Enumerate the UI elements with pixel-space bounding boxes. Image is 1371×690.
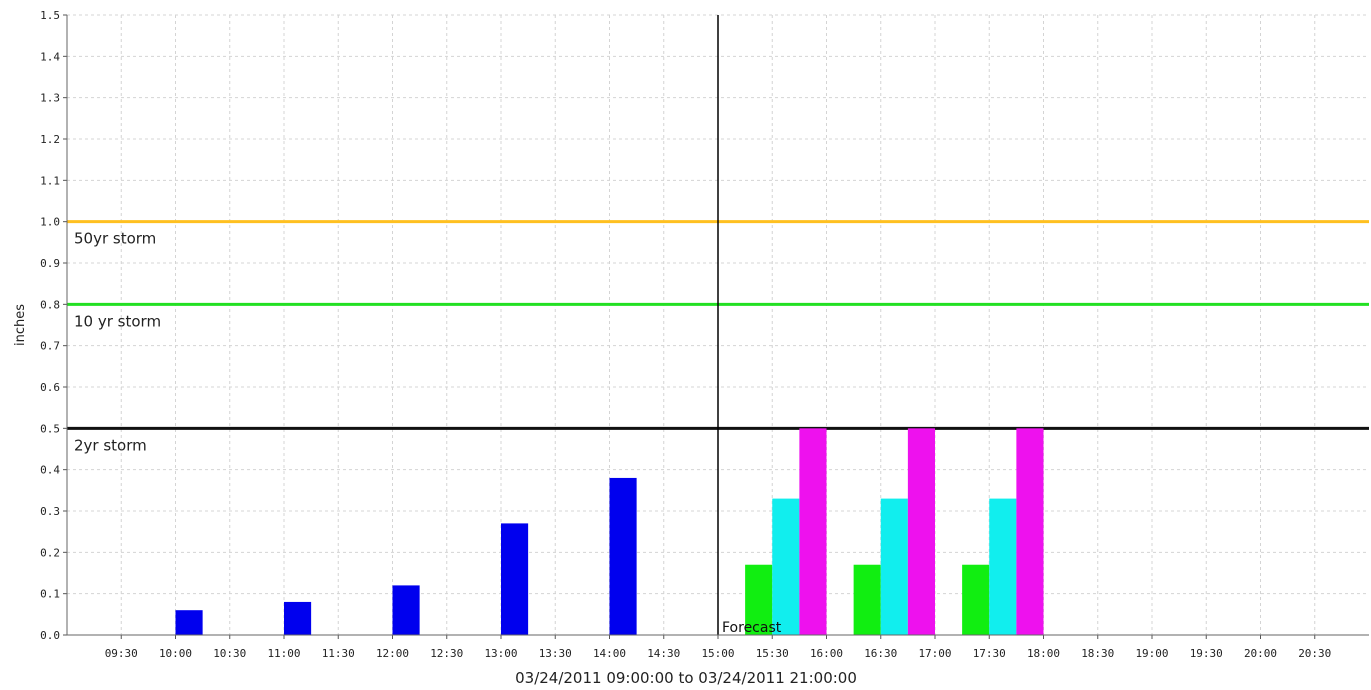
y-tick-label: 0.5: [40, 422, 60, 435]
x-tick-label: 09:30: [105, 647, 138, 660]
y-tick-label: 0.2: [40, 546, 60, 559]
y-tick-label: 1.0: [40, 216, 60, 229]
y-tick-label: 1.3: [40, 92, 60, 105]
threshold-label: 50yr storm: [74, 230, 156, 248]
bar: [907, 428, 935, 635]
x-tick-label: 15:30: [756, 647, 789, 660]
bar: [175, 610, 203, 635]
bar: [772, 498, 800, 635]
bar-series: [175, 428, 1044, 635]
x-tick-label: 11:00: [267, 647, 300, 660]
x-tick-label: 19:00: [1135, 647, 1168, 660]
y-tick-label: 1.5: [40, 9, 60, 22]
bar: [1016, 428, 1044, 635]
x-tick-label: 12:00: [376, 647, 409, 660]
y-tick-label: 0.9: [40, 257, 60, 270]
x-tick-label: 14:30: [647, 647, 680, 660]
bar: [284, 601, 312, 635]
bar: [501, 523, 529, 635]
y-tick-label: 1.1: [40, 174, 60, 187]
x-tick-label: 13:00: [484, 647, 517, 660]
x-axis-title: 03/24/2011 09:00:00 to 03/24/2011 21:00:…: [515, 669, 857, 687]
bar: [392, 585, 420, 635]
y-tick-label: 1.2: [40, 133, 60, 146]
x-tick-label: 16:00: [810, 647, 843, 660]
y-tick-label: 0.7: [40, 340, 60, 353]
x-tick-label: 10:00: [159, 647, 192, 660]
bar: [989, 498, 1017, 635]
x-tick-label: 17:30: [973, 647, 1006, 660]
threshold-label: 10 yr storm: [74, 312, 161, 330]
x-tick-label: 19:30: [1190, 647, 1223, 660]
x-tick-label: 16:30: [864, 647, 897, 660]
y-tick-label: 0.4: [40, 464, 60, 477]
x-tick-label: 14:00: [593, 647, 626, 660]
y-tick-label: 1.4: [40, 50, 60, 63]
threshold-label: 2yr storm: [74, 436, 147, 454]
bar: [609, 477, 637, 635]
bar: [799, 428, 827, 635]
axes: 0.0 0.1 0.2 0.3 0.4 0.5 0.6 0.7 0.8 0.9 1.0 1.1 1.2 1…: [40, 9, 1369, 660]
x-tick-label: 12:30: [430, 647, 463, 660]
x-tick-label: 20:30: [1298, 647, 1331, 660]
x-tick-label: 13:30: [539, 647, 572, 660]
x-tick-label: 10:30: [213, 647, 246, 660]
x-tick-label: 18:30: [1081, 647, 1114, 660]
bar: [745, 564, 773, 635]
x-tick-label: 11:30: [322, 647, 355, 660]
y-tick-label: 0.8: [40, 298, 60, 311]
bar: [853, 564, 881, 635]
bar: [962, 564, 990, 635]
y-tick-label: 0.3: [40, 505, 60, 518]
x-tick-label: 18:00: [1027, 647, 1060, 660]
bar: [880, 498, 908, 635]
y-tick-label: 0.0: [40, 629, 60, 642]
y-tick-label: 0.1: [40, 588, 60, 601]
forecast-label: Forecast: [722, 620, 782, 636]
y-axis-title: inches: [13, 304, 28, 346]
y-tick-label: 0.6: [40, 381, 60, 394]
x-tick-label: 15:00: [701, 647, 734, 660]
x-tick-label: 20:00: [1244, 647, 1277, 660]
threshold-lines: 50yr storm 10 yr storm 2yr storm: [67, 15, 1369, 635]
x-tick-label: 17:00: [918, 647, 951, 660]
